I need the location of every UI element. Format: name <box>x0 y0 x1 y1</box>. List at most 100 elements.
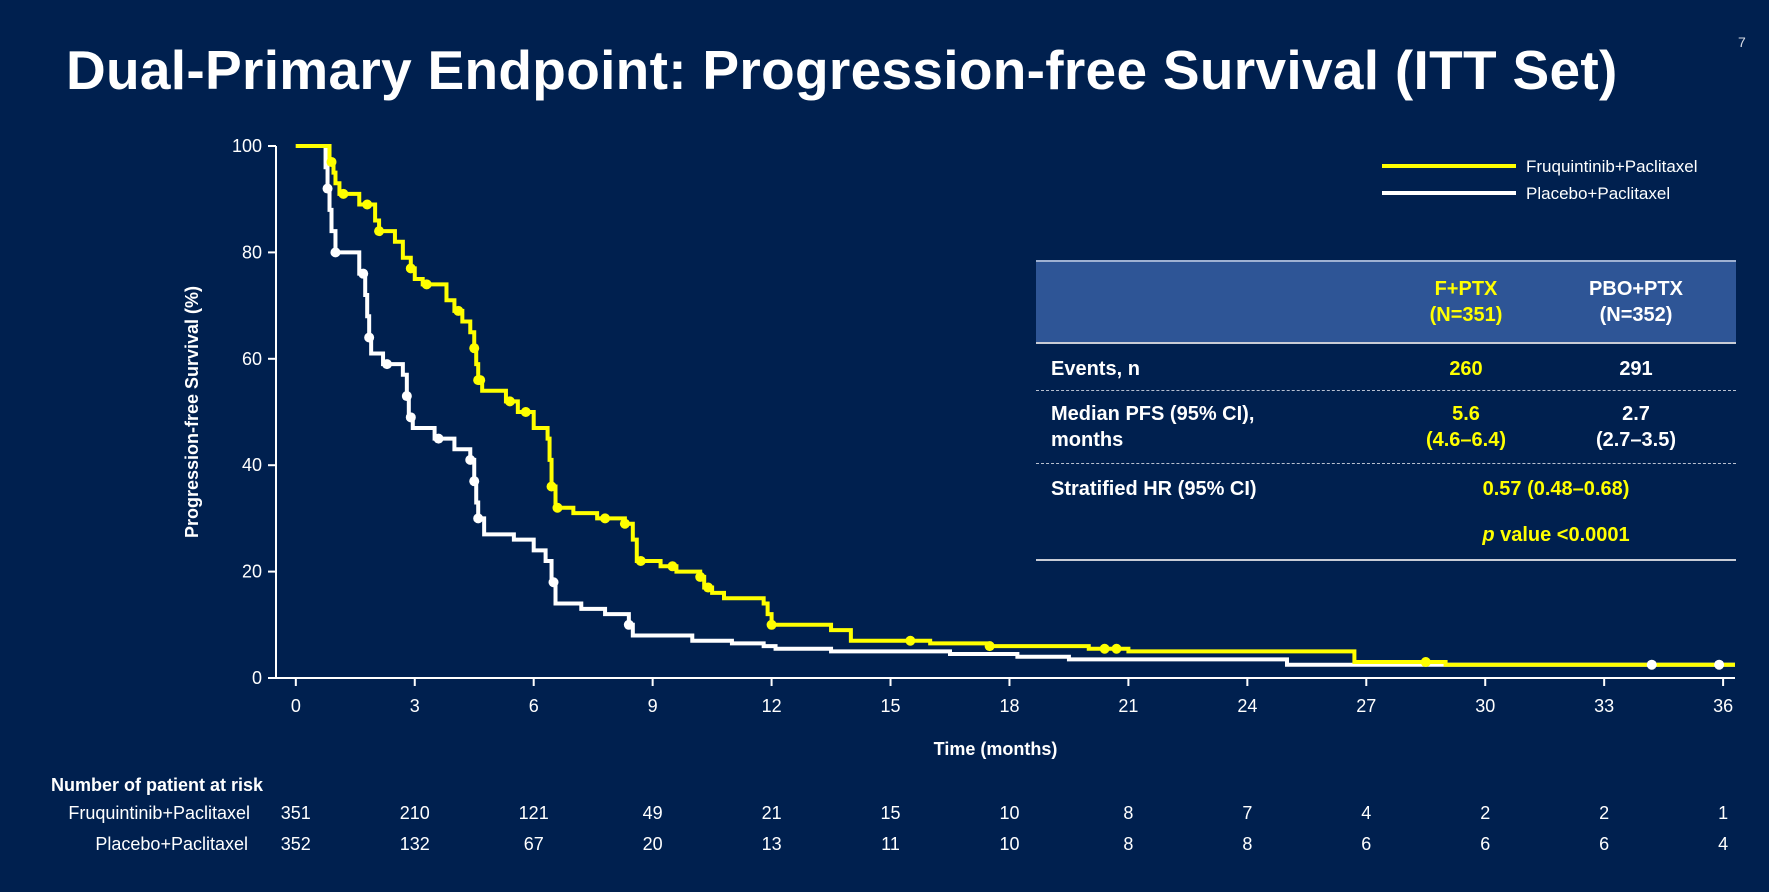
at-risk-value: 15 <box>880 803 901 823</box>
at-risk-value: 2 <box>1480 803 1491 823</box>
censor-mark <box>1099 643 1110 654</box>
censor-mark <box>330 247 341 258</box>
at-risk-label-placebo: Placebo+Paclitaxel <box>95 834 248 854</box>
censor-mark <box>465 454 476 465</box>
censor-mark <box>473 513 484 524</box>
at-risk-title: Number of patient at risk <box>51 775 264 795</box>
stats-table: F+PTX (N=351) PBO+PTX (N=352) Events, n … <box>1036 260 1736 561</box>
row-events-fpx: 260 <box>1449 358 1483 380</box>
slide-number: 7 <box>1738 34 1746 50</box>
censor-mark <box>326 156 337 167</box>
x-axis-label: Time (months) <box>934 739 1058 759</box>
censor-mark <box>619 518 630 529</box>
y-tick-label: 60 <box>242 349 262 369</box>
row-events-label: Events, n <box>1051 358 1140 380</box>
censor-mark <box>475 375 486 386</box>
censor-mark <box>405 263 416 274</box>
x-tick-label: 27 <box>1356 696 1376 716</box>
at-risk-value: 10 <box>999 803 1020 823</box>
y-tick-label: 80 <box>242 242 262 262</box>
row-median-label-1: Median PFS (95% CI), <box>1051 403 1255 425</box>
at-risk-value: 2 <box>1599 803 1610 823</box>
row-events: Events, n 260 291 <box>1036 342 1736 390</box>
censor-mark <box>469 476 480 487</box>
y-tick-label: 40 <box>242 455 262 475</box>
at-risk-label-fruquintinib: Fruquintinib+Paclitaxel <box>68 803 250 823</box>
row-median-fpx-ci: (4.6–6.4) <box>1425 429 1507 451</box>
censor-mark <box>548 577 559 588</box>
row-median-label-2: months <box>1051 429 1124 451</box>
x-tick-label: 12 <box>762 696 782 716</box>
x-tick-label: 15 <box>881 696 901 716</box>
censor-mark <box>635 555 646 566</box>
at-risk-value: 11 <box>881 834 900 854</box>
x-tick-label: 33 <box>1594 696 1614 716</box>
x-tick-label: 3 <box>410 696 420 716</box>
at-risk-value: 49 <box>642 803 663 823</box>
at-risk-value: 6 <box>1361 834 1372 854</box>
censor-mark <box>1714 659 1725 670</box>
at-risk-value: 7 <box>1242 803 1253 823</box>
y-tick-label: 0 <box>252 668 262 688</box>
row-p-value: p value <0.0001 <box>1391 522 1721 548</box>
censor-mark <box>453 305 464 316</box>
at-risk-value: 4 <box>1361 803 1372 823</box>
at-risk-value: 8 <box>1242 834 1253 854</box>
row-median-pbo-value: 2.7 <box>1622 403 1650 425</box>
y-axis-label: Progression-free Survival (%) <box>182 286 202 538</box>
at-risk-value: 121 <box>518 803 549 823</box>
censor-mark <box>1420 657 1431 668</box>
at-risk-value: 8 <box>1123 803 1134 823</box>
censor-mark <box>382 359 393 370</box>
row-hr-value: 0.57 (0.48–0.68) <box>1482 478 1630 500</box>
censor-mark <box>766 619 777 630</box>
at-risk-value: 8 <box>1123 834 1134 854</box>
col-header-pbo-name: PBO+PTX <box>1589 278 1683 300</box>
censor-mark <box>364 332 375 343</box>
censor-mark <box>433 433 444 444</box>
censor-mark <box>667 561 678 572</box>
col-header-fpx: F+PTX (N=351) <box>1381 276 1551 328</box>
row-hr-label: Stratified HR (95% CI) <box>1051 478 1257 500</box>
censor-mark <box>600 513 611 524</box>
col-header-fpx-name: F+PTX <box>1434 278 1498 300</box>
p-italic: p <box>1482 524 1495 546</box>
at-risk-value: 67 <box>523 834 544 854</box>
at-risk-value: 20 <box>642 834 663 854</box>
censor-mark <box>623 619 634 630</box>
at-risk-value: 6 <box>1599 834 1610 854</box>
at-risk-value: 210 <box>399 803 430 823</box>
x-tick-label: 36 <box>1713 696 1733 716</box>
censor-mark <box>469 343 480 354</box>
row-events-pbo: 291 <box>1619 358 1653 380</box>
x-tick-label: 18 <box>999 696 1019 716</box>
censor-mark <box>905 635 916 646</box>
row-median-pfs: Median PFS (95% CI), months 5.6 (4.6–6.4… <box>1036 390 1736 463</box>
censor-mark <box>552 502 563 513</box>
page-title: Dual-Primary Endpoint: Progression-free … <box>66 39 1618 101</box>
row-median-label: Median PFS (95% CI), months <box>1036 401 1341 453</box>
row-median-fpx: 5.6 (4.6–6.4) <box>1381 401 1551 453</box>
row-median-fpx-value: 5.6 <box>1452 403 1480 425</box>
row-hr: Stratified HR (95% CI) 0.57 (0.48–0.68) … <box>1036 463 1736 559</box>
censor-mark <box>374 226 385 237</box>
x-tick-label: 24 <box>1237 696 1257 716</box>
col-header-fpx-n: (N=351) <box>1429 304 1503 326</box>
x-tick-label: 0 <box>291 696 301 716</box>
y-tick-label: 20 <box>242 562 262 582</box>
at-risk-value: 10 <box>999 834 1020 854</box>
at-risk-value: 132 <box>399 834 430 854</box>
at-risk-value: 6 <box>1480 834 1491 854</box>
x-tick-label: 9 <box>648 696 658 716</box>
x-tick-label: 21 <box>1118 696 1138 716</box>
censor-mark <box>1111 643 1122 654</box>
censor-mark <box>703 582 714 593</box>
y-tick-label: 100 <box>232 136 262 156</box>
censor-mark <box>546 481 557 492</box>
series-line-fruquintinib <box>295 144 1735 667</box>
censor-mark <box>504 396 515 407</box>
censor-mark <box>358 268 369 279</box>
x-tick-label: 30 <box>1475 696 1495 716</box>
censor-mark <box>695 571 706 582</box>
